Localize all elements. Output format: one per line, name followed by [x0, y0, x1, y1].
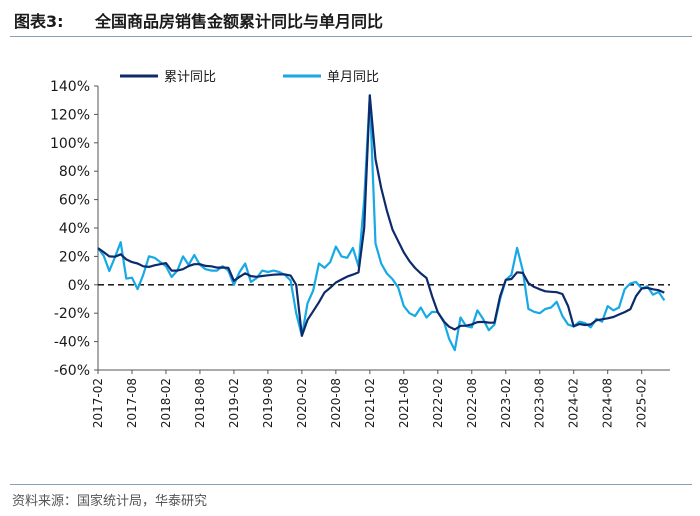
- x-tick-label: 2018-02: [159, 378, 173, 428]
- series-line-cumulative: [97, 94, 665, 337]
- chart-axes: 140%120%100%80%60%40%20%0%-20%-40%-60%20…: [50, 79, 670, 428]
- y-tick-label: 80%: [59, 164, 90, 180]
- x-tick-label: 2022-02: [431, 378, 445, 428]
- y-tick-label: -60%: [54, 363, 90, 379]
- x-tick-label: 2024-08: [601, 378, 615, 428]
- y-tick-label: 120%: [50, 107, 90, 123]
- x-tick-label: 2019-08: [261, 378, 275, 428]
- chart-legend: 累计同比 单月同比: [120, 70, 379, 85]
- y-tick-label: 40%: [59, 221, 90, 237]
- y-tick-label: 140%: [50, 79, 90, 95]
- y-tick-label: 0%: [68, 278, 90, 294]
- figure-title: 全国商品房销售金额累计同比与单月同比: [95, 12, 384, 31]
- header-divider: [10, 36, 692, 37]
- x-tick-label: 2023-08: [533, 378, 547, 428]
- line-chart: 140%120%100%80%60%40%20%0%-20%-40%-60%20…: [50, 70, 670, 428]
- figure-header: 图表3: 全国商品房销售金额累计同比与单月同比: [0, 0, 700, 38]
- series-layer: [97, 94, 666, 352]
- x-tick-label: 2019-02: [227, 378, 241, 428]
- series-line-monthly: [97, 94, 666, 352]
- x-tick-label: 2024-02: [567, 378, 581, 428]
- x-tick-label: 2020-08: [329, 378, 343, 428]
- x-tick-label: 2022-08: [465, 378, 479, 428]
- x-tick-label: 2017-02: [91, 378, 105, 428]
- legend-label-monthly: 单月同比: [327, 70, 379, 85]
- footer-divider: [10, 484, 692, 485]
- x-tick-label: 2021-02: [363, 378, 377, 428]
- x-tick-label: 2018-08: [193, 378, 207, 428]
- y-tick-label: -20%: [54, 306, 90, 322]
- x-tick-label: 2017-08: [125, 378, 139, 428]
- source-note: 资料来源：国家统计局，华泰研究: [12, 494, 208, 509]
- x-tick-label: 2021-08: [397, 378, 411, 428]
- y-tick-label: 60%: [59, 193, 90, 209]
- y-tick-label: 20%: [59, 249, 90, 265]
- figure-label: 图表3:: [14, 12, 64, 31]
- x-tick-label: 2020-02: [295, 378, 309, 428]
- x-tick-label: 2025-02: [635, 378, 649, 428]
- legend-label-cumulative: 累计同比: [164, 70, 216, 85]
- y-tick-label: 100%: [50, 136, 90, 152]
- x-tick-label: 2023-02: [499, 378, 513, 428]
- y-tick-label: -40%: [54, 335, 90, 351]
